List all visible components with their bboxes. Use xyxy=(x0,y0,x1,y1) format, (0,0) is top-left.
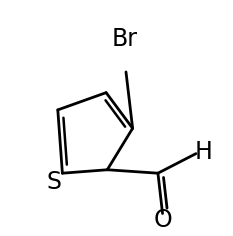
Text: Br: Br xyxy=(112,26,137,51)
Text: H: H xyxy=(195,140,213,164)
Text: O: O xyxy=(153,208,172,232)
Text: S: S xyxy=(47,170,62,194)
